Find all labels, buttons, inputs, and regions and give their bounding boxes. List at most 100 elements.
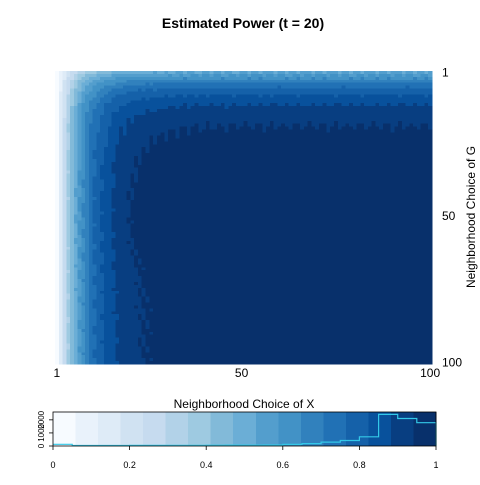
heatmap-cell	[416, 205, 422, 210]
heatmap-cell	[186, 211, 192, 216]
heatmap-cell	[137, 194, 143, 198]
heatmap-cell	[360, 173, 365, 177]
heatmap-cell	[119, 155, 124, 160]
heatmap-cell	[277, 147, 282, 151]
heatmap-cell	[179, 100, 184, 104]
heatmap-cell	[266, 120, 271, 125]
heatmap-cell	[428, 150, 433, 154]
heatmap-cell	[266, 182, 271, 186]
heatmap-cell	[160, 109, 165, 113]
heatmap-cell	[428, 82, 433, 87]
heatmap-cell	[356, 158, 361, 163]
heatmap-cell	[119, 132, 124, 136]
heatmap-cell	[364, 202, 369, 207]
heatmap-cell	[149, 100, 154, 104]
heatmap-cell	[156, 196, 162, 201]
heatmap-cell	[273, 114, 278, 119]
heatmap-cell	[160, 202, 165, 207]
heatmap-cell	[386, 150, 392, 154]
heatmap-cell	[269, 91, 275, 95]
heatmap-cell	[386, 100, 392, 104]
heatmap-cell	[330, 188, 335, 192]
heatmap-cell	[401, 188, 407, 192]
heatmap-cell	[62, 141, 67, 145]
heatmap-cell	[300, 73, 305, 78]
heatmap-cell	[300, 79, 305, 84]
heatmap-cell	[262, 141, 267, 145]
heatmap-cell	[277, 100, 282, 104]
heatmap-cell	[398, 141, 403, 145]
heatmap-cell	[179, 76, 184, 81]
heatmap-cell	[281, 176, 286, 180]
heatmap-cell	[360, 144, 365, 148]
heatmap-cell	[371, 76, 376, 81]
heatmap-cell	[88, 82, 94, 87]
heatmap-cell	[224, 106, 229, 110]
heatmap-cell	[300, 132, 305, 136]
heatmap-cell	[401, 141, 407, 145]
heatmap-cell	[171, 194, 177, 198]
heatmap-cell	[254, 208, 260, 213]
heatmap-cell	[198, 155, 203, 160]
heatmap-cell	[115, 153, 120, 157]
heatmap-cell	[273, 153, 278, 157]
heatmap-cell	[292, 117, 297, 122]
heatmap-cell	[318, 179, 324, 183]
heatmap-cell	[153, 88, 158, 93]
heatmap-cell	[115, 185, 120, 189]
heatmap-cell	[96, 176, 101, 180]
heatmap-cell	[111, 179, 116, 183]
heatmap-cell	[405, 144, 410, 148]
heatmap-cell	[239, 153, 244, 157]
heatmap-cell	[428, 106, 433, 110]
heatmap-cell	[58, 208, 64, 213]
heatmap-cell	[224, 144, 229, 148]
heatmap-cell	[115, 158, 120, 163]
heatmap-cell	[70, 100, 75, 104]
heatmap-cell	[186, 153, 192, 157]
heatmap-cell	[92, 138, 97, 142]
heatmap-cell	[190, 120, 195, 125]
heatmap-cell	[296, 182, 301, 186]
heatmap-cell	[100, 179, 105, 183]
heatmap-cell	[190, 73, 195, 78]
heatmap-cell	[183, 73, 188, 78]
heatmap-cell	[62, 109, 67, 113]
heatmap-cell	[398, 199, 403, 204]
heatmap-cell	[247, 188, 252, 192]
heatmap-cell	[183, 114, 188, 119]
heatmap-cell	[318, 161, 324, 166]
heatmap-cell	[424, 114, 429, 119]
heatmap-cell	[375, 185, 380, 189]
heatmap-cell	[198, 170, 203, 175]
heatmap-cell	[266, 185, 271, 189]
heatmap-cell	[364, 76, 369, 81]
heatmap-cell	[333, 94, 339, 98]
heatmap-cell	[356, 114, 361, 119]
heatmap-cell	[217, 179, 222, 183]
heatmap-cell	[175, 135, 180, 139]
heatmap-cell	[85, 71, 90, 75]
heatmap-cell	[330, 170, 335, 175]
heatmap-cell	[349, 129, 354, 134]
heatmap-cell	[307, 71, 312, 75]
heatmap-cell	[100, 211, 105, 216]
heatmap-cell	[243, 179, 248, 183]
heatmap-cell	[379, 106, 384, 110]
heatmap-cell	[220, 196, 226, 201]
heatmap-cell	[247, 132, 252, 136]
heatmap-cell	[379, 117, 384, 122]
heatmap-cell	[111, 103, 116, 107]
heatmap-cell	[269, 202, 275, 207]
heatmap-cell	[171, 106, 177, 110]
heatmap-cell	[273, 79, 278, 84]
heatmap-cell	[202, 126, 207, 131]
heatmap-cell	[386, 73, 392, 78]
heatmap-cell	[273, 123, 278, 128]
heatmap-cell	[356, 91, 361, 95]
heatmap-cell	[58, 76, 64, 81]
heatmap-cell	[73, 100, 79, 104]
heatmap-cell	[122, 120, 128, 125]
heatmap-cell	[175, 205, 180, 210]
heatmap-cell	[100, 126, 105, 131]
